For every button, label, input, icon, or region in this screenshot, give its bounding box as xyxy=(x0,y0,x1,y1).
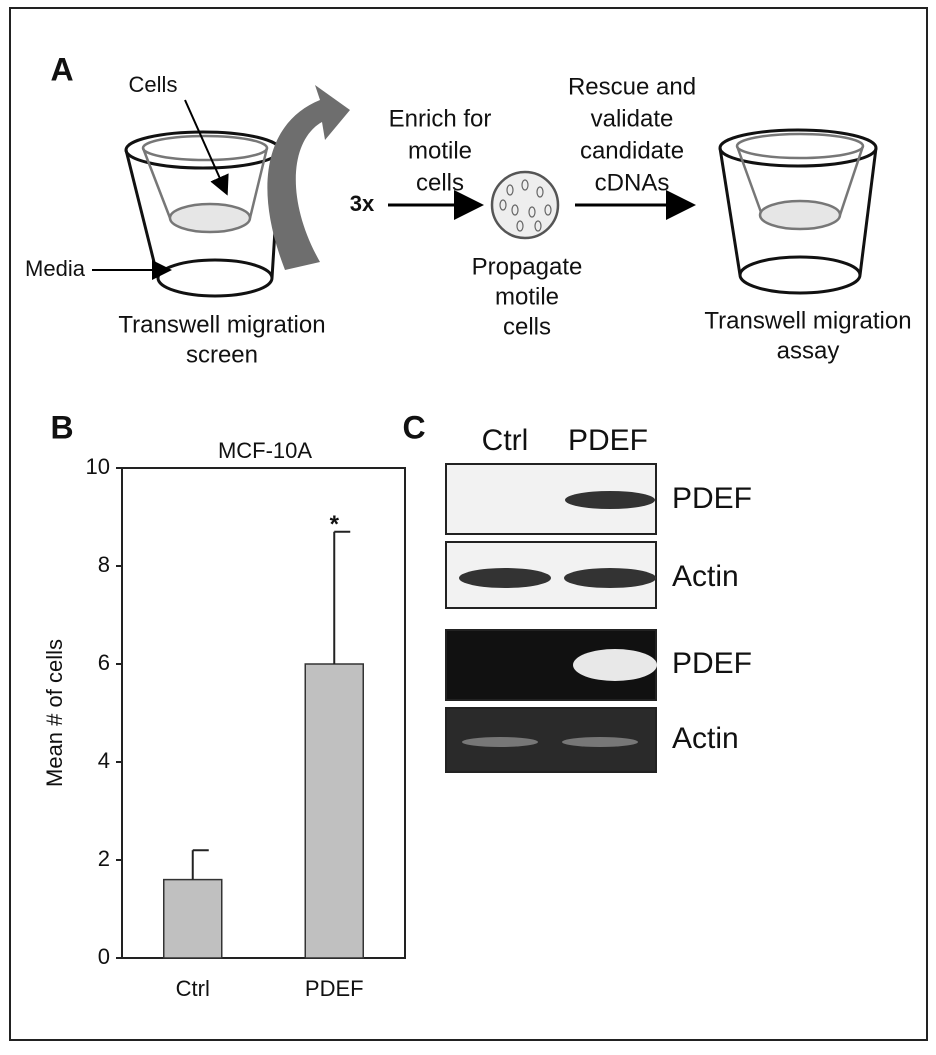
caption: Rescue and xyxy=(568,73,696,100)
column-label: PDEF xyxy=(568,424,648,457)
panel-label: A xyxy=(50,51,73,87)
caption: Enrich for xyxy=(389,105,492,132)
dish xyxy=(490,170,560,240)
row-label: PDEF xyxy=(672,482,752,515)
dish-cells xyxy=(499,179,552,232)
y-tick-label: 10 xyxy=(86,454,110,479)
row-label: Actin xyxy=(672,560,739,593)
x-tick-label: PDEF xyxy=(305,976,364,1001)
band xyxy=(565,491,655,509)
frame xyxy=(9,7,928,1041)
row-label: PDEF xyxy=(672,647,752,680)
band xyxy=(462,737,538,747)
bar xyxy=(304,663,364,959)
caption: Transwell migration xyxy=(704,307,911,334)
y-tick-label: 4 xyxy=(98,748,110,773)
caption: Transwell migration xyxy=(118,311,325,338)
right-cup xyxy=(718,128,878,295)
x-tick-label: Ctrl xyxy=(176,976,210,1001)
caption: motile xyxy=(408,137,472,164)
panel-label: B xyxy=(50,409,73,445)
caption: candidate xyxy=(580,137,684,164)
plot-frame xyxy=(121,467,406,959)
y-axis-label: Mean # of cells xyxy=(42,639,67,787)
label: Cells xyxy=(129,72,178,97)
panel-label: C xyxy=(402,409,425,445)
band xyxy=(459,568,551,588)
y-tick-label: 0 xyxy=(98,944,110,969)
error-bar xyxy=(333,530,351,664)
caption: validate xyxy=(591,105,674,132)
bar xyxy=(163,878,223,959)
error-bar xyxy=(191,849,209,880)
caption: Propagate xyxy=(472,253,583,280)
annotation: * xyxy=(330,511,340,538)
band xyxy=(562,737,638,747)
band xyxy=(573,649,657,681)
y-tick-label: 6 xyxy=(98,650,110,675)
band xyxy=(564,568,656,588)
column-label: Ctrl xyxy=(482,424,529,457)
y-tick-label: 2 xyxy=(98,846,110,871)
caption: cDNAs xyxy=(595,169,670,196)
label: 3x xyxy=(350,191,375,216)
caption: screen xyxy=(186,341,258,368)
caption: assay xyxy=(777,337,840,364)
label: Media xyxy=(25,256,86,281)
row-label: Actin xyxy=(672,722,739,755)
chart-title: MCF-10A xyxy=(218,438,312,463)
left-cup xyxy=(124,130,282,298)
caption: motile xyxy=(495,283,559,310)
cells-pointer xyxy=(184,99,229,196)
y-tick-label: 8 xyxy=(98,552,110,577)
repeat-arrow xyxy=(267,85,350,270)
caption: cells xyxy=(416,169,464,196)
caption: cells xyxy=(503,313,551,340)
